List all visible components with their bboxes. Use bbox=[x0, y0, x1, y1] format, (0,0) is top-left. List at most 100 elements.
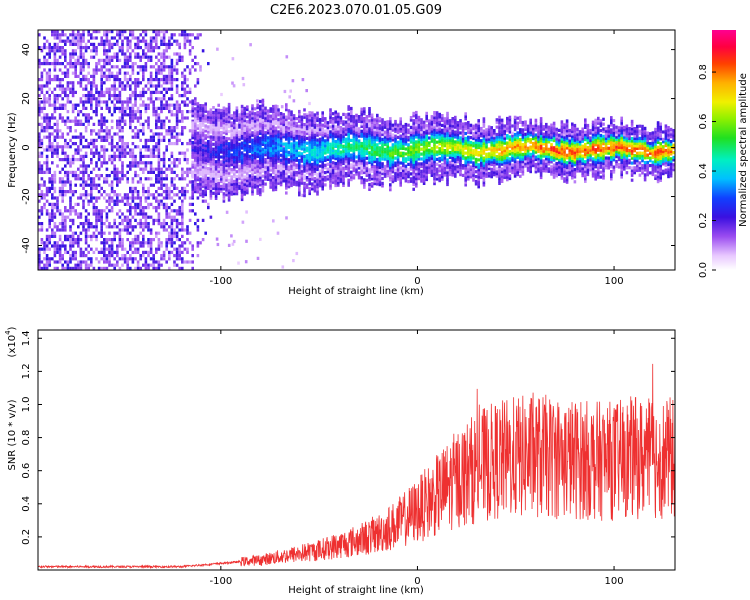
heatmap-cell bbox=[186, 78, 189, 82]
heatmap-cell bbox=[191, 133, 194, 137]
heatmap-cell bbox=[209, 162, 213, 166]
heatmap-cell bbox=[337, 183, 340, 187]
heatmap-cell bbox=[186, 174, 189, 178]
heatmap-cell bbox=[220, 145, 223, 149]
heatmap-cell bbox=[277, 179, 280, 183]
heatmap-cell bbox=[61, 46, 64, 50]
heatmap-cell bbox=[110, 46, 114, 50]
heatmap-cell bbox=[183, 193, 187, 197]
heatmap-cell bbox=[170, 62, 174, 66]
heatmap-cell bbox=[370, 147, 374, 151]
heatmap-cell bbox=[209, 142, 213, 146]
heatmap-cell bbox=[391, 145, 395, 149]
heatmap-cell bbox=[295, 153, 298, 157]
heatmap-cell bbox=[212, 115, 215, 119]
heatmap-cell bbox=[212, 135, 215, 139]
heatmap-cell bbox=[113, 97, 116, 101]
heatmap-cell bbox=[155, 199, 158, 203]
heatmap-cell bbox=[386, 125, 389, 129]
heatmap-cell bbox=[170, 103, 174, 107]
heatmap-cell bbox=[287, 177, 291, 181]
heatmap-cell bbox=[383, 155, 387, 159]
heatmap-cell bbox=[272, 122, 275, 126]
heatmap-cell bbox=[129, 119, 132, 123]
heatmap-cell bbox=[243, 187, 246, 191]
heatmap-cell bbox=[326, 148, 330, 152]
heatmap-cell bbox=[396, 140, 400, 144]
heatmap-cell bbox=[196, 134, 200, 138]
heatmap-cell bbox=[290, 130, 293, 134]
heatmap-cell bbox=[129, 122, 132, 126]
heatmap-cell bbox=[248, 169, 252, 173]
heatmap-cell bbox=[222, 153, 226, 157]
heatmap-cell bbox=[383, 174, 387, 178]
heatmap-cell bbox=[220, 108, 223, 113]
heatmap-cell bbox=[404, 122, 408, 127]
heatmap-cell bbox=[368, 173, 371, 177]
heatmap-cell bbox=[248, 127, 252, 131]
heatmap-cell bbox=[100, 231, 103, 235]
heatmap-cell bbox=[261, 133, 265, 137]
heatmap-cell bbox=[235, 150, 239, 154]
heatmap-cell bbox=[256, 150, 259, 154]
heatmap-cell bbox=[118, 135, 122, 139]
heatmap-cell bbox=[334, 110, 337, 114]
heatmap-cell bbox=[69, 138, 72, 142]
heatmap-cell bbox=[355, 160, 358, 164]
heatmap-cell bbox=[233, 135, 236, 139]
heatmap-cell bbox=[162, 81, 166, 85]
heatmap-cell bbox=[266, 153, 270, 157]
heatmap-cell bbox=[51, 174, 54, 178]
heatmap-cell bbox=[207, 147, 210, 151]
heatmap-cell bbox=[118, 266, 122, 270]
heatmap-cell bbox=[230, 141, 233, 145]
heatmap-cell bbox=[157, 215, 161, 219]
heatmap-cell bbox=[40, 222, 44, 226]
heatmap-cell bbox=[337, 164, 340, 168]
heatmap-cell bbox=[134, 202, 137, 206]
heatmap-cell bbox=[287, 138, 291, 142]
heatmap-cell bbox=[285, 55, 289, 59]
heatmap-cell bbox=[201, 136, 205, 140]
heatmap-cell bbox=[155, 209, 158, 213]
heatmap-cell bbox=[212, 159, 215, 163]
heatmap-cell bbox=[305, 161, 309, 165]
heatmap-cell bbox=[300, 132, 304, 136]
heatmap-cell bbox=[357, 134, 361, 138]
heatmap-cell bbox=[126, 81, 129, 85]
heatmap-cell bbox=[162, 138, 166, 142]
heatmap-cell bbox=[266, 172, 270, 177]
heatmap-cell bbox=[311, 184, 314, 189]
heatmap-cell bbox=[165, 241, 168, 245]
heatmap-cell bbox=[285, 164, 288, 168]
heatmap-cell bbox=[303, 147, 306, 151]
heatmap-cell bbox=[350, 124, 353, 128]
heatmap-cell bbox=[326, 121, 330, 125]
heatmap-cell bbox=[344, 145, 348, 149]
heatmap-cell bbox=[110, 135, 114, 139]
heatmap-cell bbox=[178, 55, 181, 59]
heatmap-cell bbox=[157, 167, 161, 171]
heatmap-cell bbox=[196, 254, 200, 258]
heatmap-cell bbox=[300, 179, 304, 183]
heatmap-cell bbox=[274, 160, 278, 165]
heatmap-cell bbox=[56, 151, 59, 155]
heatmap-cell bbox=[181, 116, 184, 120]
heatmap-cell bbox=[84, 254, 88, 258]
heatmap-cell bbox=[321, 116, 324, 120]
heatmap-cell bbox=[232, 239, 236, 244]
heatmap-cell bbox=[108, 154, 111, 158]
heatmap-cell bbox=[352, 115, 356, 119]
heatmap-cell bbox=[155, 55, 158, 59]
heatmap-cell bbox=[181, 71, 184, 75]
heatmap-cell bbox=[105, 180, 109, 184]
heatmap-cell bbox=[196, 102, 200, 106]
heatmap-cell bbox=[170, 81, 174, 85]
heatmap-cell bbox=[90, 225, 93, 229]
heatmap-cell bbox=[389, 117, 392, 121]
heatmap-cell bbox=[45, 148, 49, 152]
heatmap-cell bbox=[43, 46, 46, 50]
heatmap-cell bbox=[110, 55, 114, 59]
heatmap-cell bbox=[207, 120, 210, 124]
heatmap-cell bbox=[144, 33, 148, 37]
